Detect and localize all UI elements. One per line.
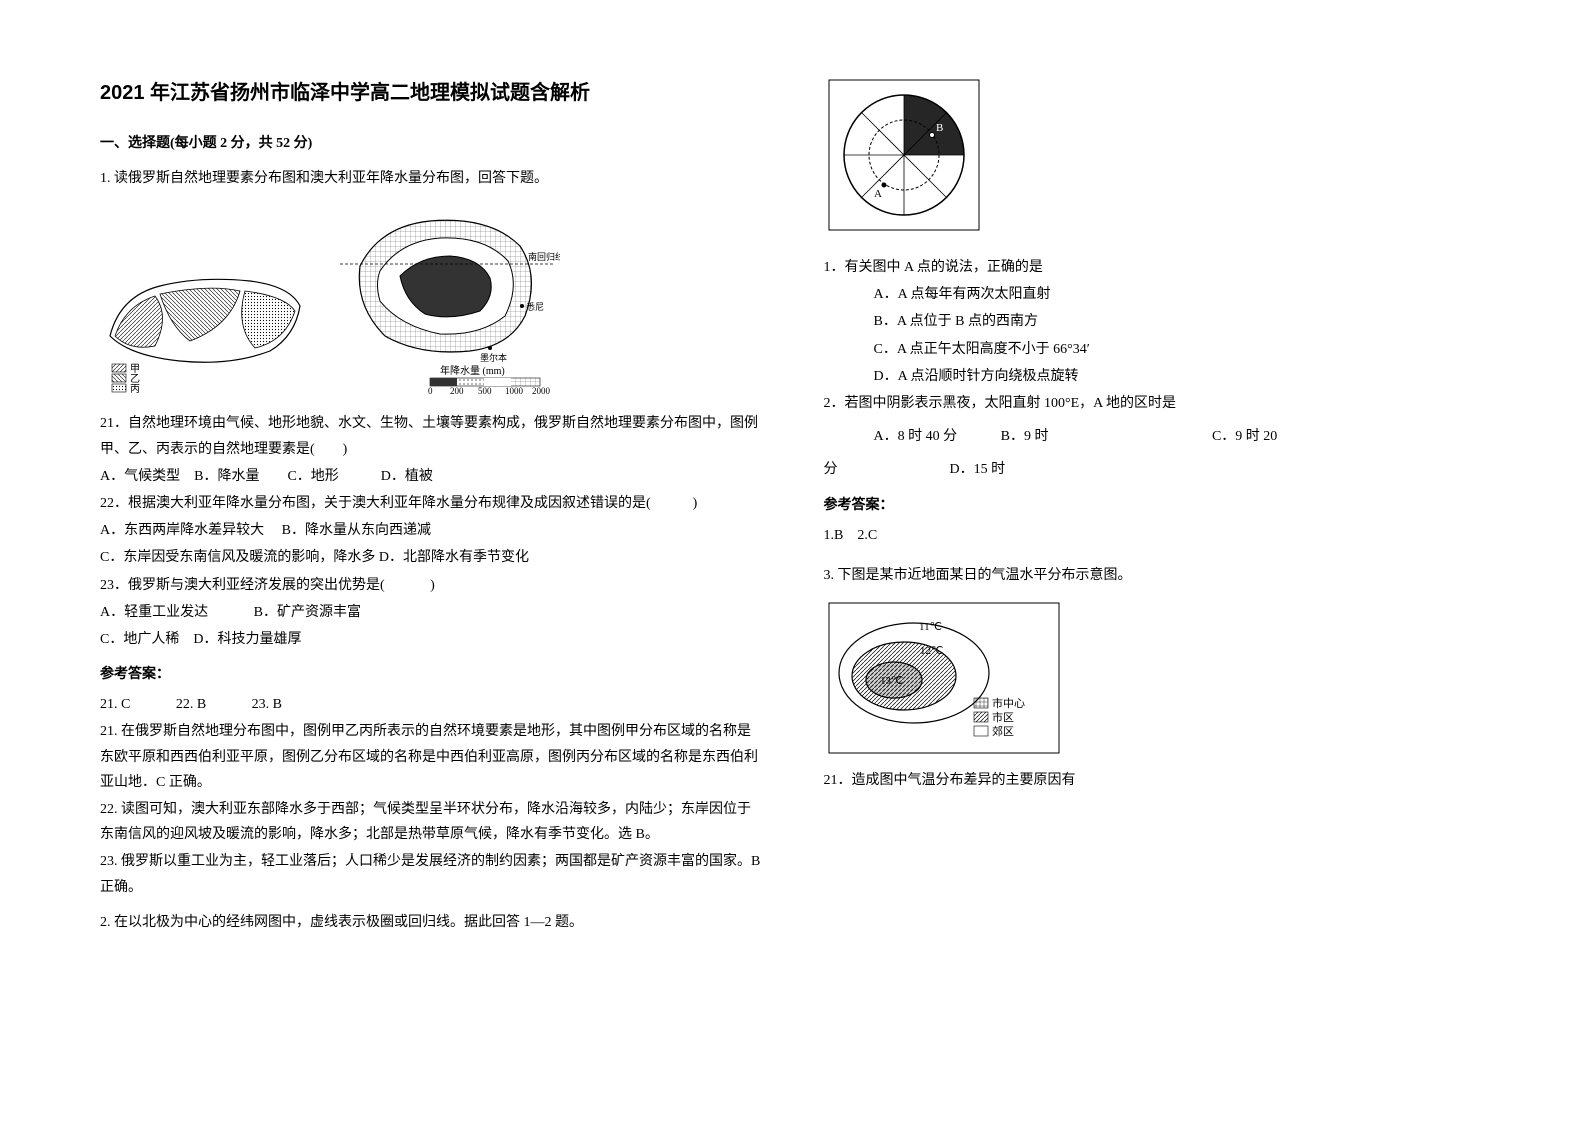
c2-q1-c: C．A 点正午太阳高度不小于 66°34′ — [824, 337, 1488, 362]
temp-figure: 11℃ 12℃ 13℃ 市中心 市区 郊区 — [824, 598, 1064, 758]
contour-12: 12℃ — [920, 645, 943, 657]
q1-intro: 1. 读俄罗斯自然地理要素分布图和澳大利亚年降水量分布图，回答下题。 — [100, 166, 764, 191]
scale-1000: 1000 — [505, 386, 524, 396]
contour-11: 11℃ — [919, 621, 942, 633]
exp23: 23. 俄罗斯以重工业为主，轻工业落后；人口稀少是发展经济的制约因素；两国都是矿… — [100, 849, 764, 899]
q22-text: 22．根据澳大利亚年降水量分布图，关于澳大利亚年降水量分布规律及成因叙述错误的是… — [100, 491, 764, 516]
q22-options-cd: C．东岸因受东南信风及暖流的影响，降水多 D．北部降水有季节变化 — [100, 545, 764, 570]
figure-row: 甲 乙 丙 南回归线 悉尼 墨尔本 年降水量 (m — [100, 206, 764, 396]
point-b-label: B — [936, 122, 943, 134]
c2-q1-b: B．A 点位于 B 点的西南方 — [824, 309, 1488, 334]
scale-0: 0 — [428, 386, 433, 396]
page-title: 2021 年江苏省扬州市临泽中学高二地理模拟试题含解析 — [100, 75, 764, 111]
c2-q1: 1．有关图中 A 点的说法，正确的是 — [824, 255, 1488, 280]
q21-text: 21．自然地理环境由气候、地形地貌、水文、生物、土壤等要素构成，俄罗斯自然地理要… — [100, 411, 764, 461]
legend-urban: 市区 — [992, 710, 1014, 724]
australia-map-figure: 南回归线 悉尼 墨尔本 年降水量 (mm) 0 200 500 1000 200… — [330, 206, 560, 396]
contour-13: 13℃ — [880, 675, 903, 687]
russia-map-figure: 甲 乙 丙 — [100, 256, 310, 396]
answer-body-1: 21. C 22. B 23. B 21. 在俄罗斯自然地理分布图中，图例甲乙丙… — [100, 692, 764, 900]
tropic-label: 南回归线 — [528, 251, 560, 262]
section-heading: 一、选择题(每小题 2 分，共 52 分) — [100, 131, 764, 156]
q3-intro: 3. 下图是某市近地面某日的气温水平分布示意图。 — [824, 563, 1488, 588]
c2-q21: 21．造成图中气温分布差异的主要原因有 — [824, 768, 1488, 793]
answer-label-1: 参考答案： — [100, 662, 764, 687]
c2-q2-c: C．9 时 20 — [1212, 424, 1277, 449]
city-moerben: 墨尔本 — [480, 352, 507, 363]
exp21: 21. 在俄罗斯自然地理分布图中，图例甲乙丙所表示的自然环境要素是地形，其中图例… — [100, 719, 764, 795]
rain-legend-title: 年降水量 (mm) — [440, 364, 505, 377]
c2-q2-a: A．8 时 40 分 — [824, 424, 958, 449]
q21-options: A．气候类型 B．降水量 C．地形 D．植被 — [100, 464, 764, 489]
point-a-label: A — [874, 188, 882, 200]
c2-q2-b: B．9 时 — [1001, 424, 1049, 449]
legend-center: 市中心 — [992, 696, 1025, 710]
legend-suburb: 郊区 — [992, 725, 1014, 738]
polar-figure: A B — [824, 75, 984, 235]
left-column: 2021 年江苏省扬州市临泽中学高二地理模拟试题含解析 一、选择题(每小题 2 … — [100, 75, 764, 1047]
c2-q2-line2: 分 D．15 时 — [824, 457, 1488, 482]
scale-500: 500 — [478, 386, 492, 396]
legend-bing: 丙 — [130, 384, 140, 395]
c2-q1-a: A．A 点每年有两次太阳直射 — [824, 282, 1488, 307]
c2-q2: 2．若图中阴影表示黑夜，太阳直射 100°E，A 地的区时是 — [824, 391, 1488, 416]
scale-200: 200 — [450, 386, 464, 396]
scale-2000: 2000 — [532, 386, 551, 396]
q2-intro: 2. 在以北极为中心的经纬网图中，虚线表示极圈或回归线。据此回答 1—2 题。 — [100, 910, 764, 935]
c2-q1-d: D．A 点沿顺时针方向绕极点旋转 — [824, 364, 1488, 389]
q22-options-ab: A．东西两岸降水差异较大 B．降水量从东向西递减 — [100, 518, 764, 543]
c2-q2-options: A．8 时 40 分 B．9 时 C．9 时 20 — [824, 424, 1488, 449]
exp22: 22. 读图可知，澳大利亚东部降水多于西部；气候类型呈半环状分布，降水沿海较多，… — [100, 797, 764, 847]
city-xini: 悉尼 — [526, 301, 544, 312]
q23-options-ab: A．轻重工业发达 B．矿产资源丰富 — [100, 600, 764, 625]
answer-label-2: 参考答案： — [824, 493, 1488, 518]
ans-line: 21. C 22. B 23. B — [100, 692, 764, 717]
c2-ans: 1.B 2.C — [824, 523, 1488, 548]
q23-text: 23．俄罗斯与澳大利亚经济发展的突出优势是( ) — [100, 573, 764, 598]
q23-options-cd: C．地广人稀 D．科技力量雄厚 — [100, 627, 764, 652]
right-column: A B 1．有关图中 A 点的说法，正确的是 A．A 点每年有两次太阳直射 B．… — [824, 75, 1488, 1047]
